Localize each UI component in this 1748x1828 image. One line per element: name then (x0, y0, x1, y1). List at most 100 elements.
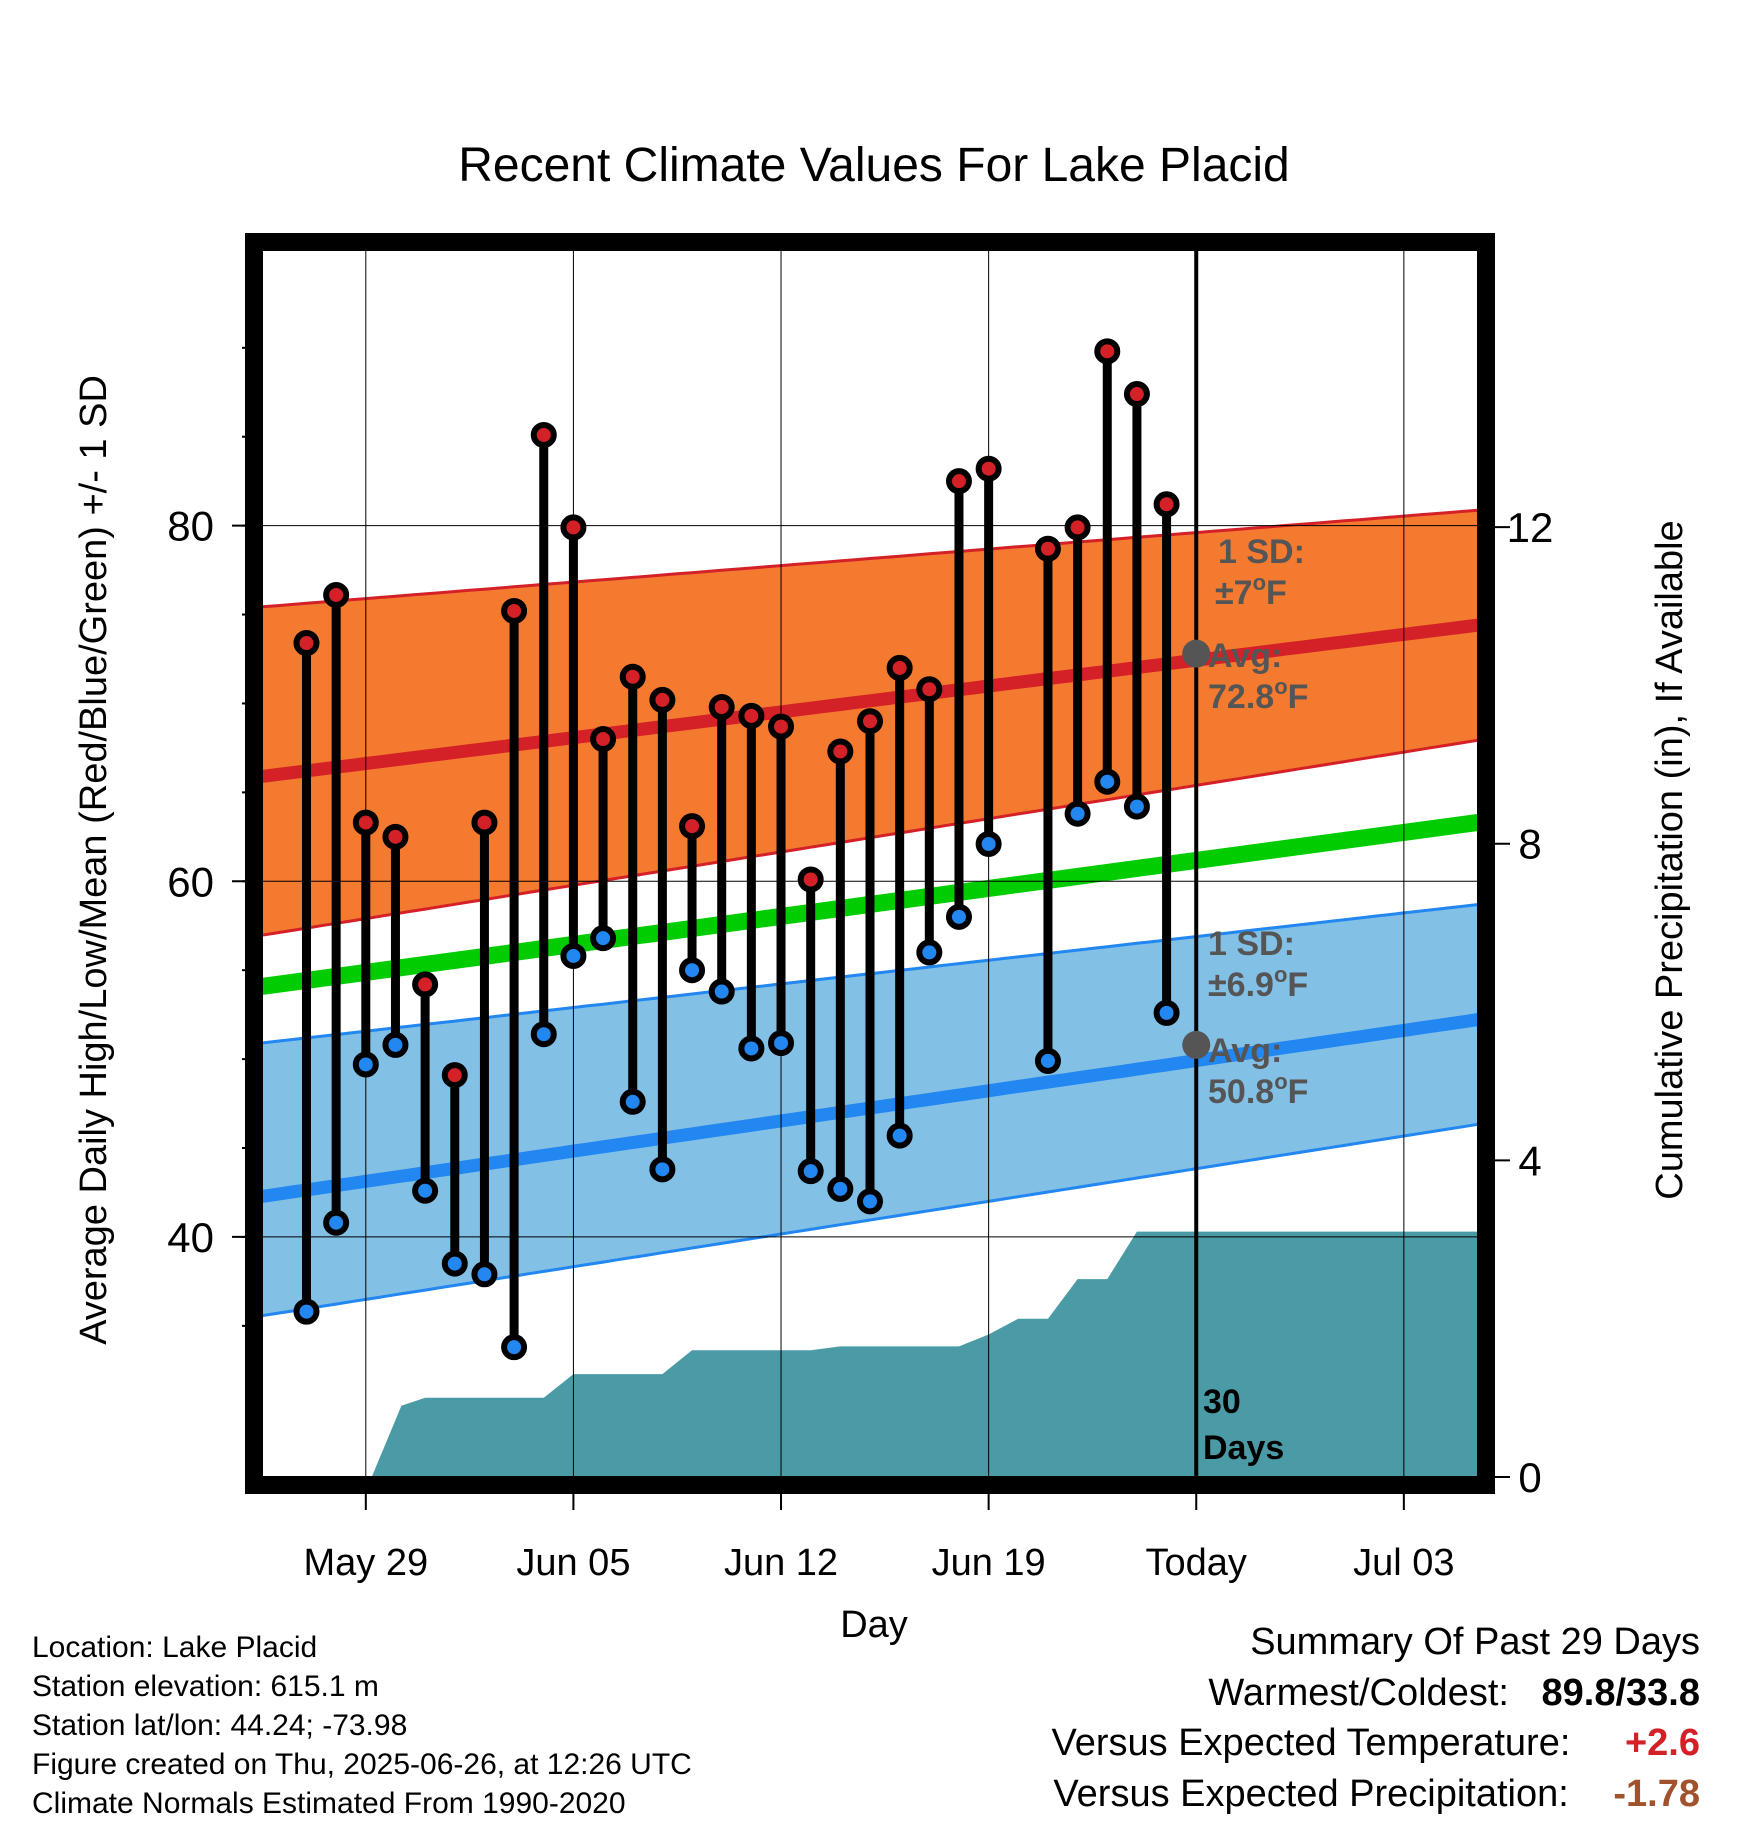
daily-high-point (412, 971, 439, 998)
high-avg-label: Avg: (1208, 637, 1282, 675)
daily-low-point (708, 978, 735, 1005)
today-avg-low-marker (1182, 1030, 1211, 1059)
low-avg-value: 50.8oF (1208, 1069, 1308, 1111)
today-days-word: Days (1203, 1429, 1284, 1467)
precip-label: Versus Expected Precipitation: (1053, 1773, 1569, 1815)
daily-low-point (323, 1209, 350, 1236)
summary-heading: Summary Of Past 29 Days (1250, 1621, 1700, 1663)
daily-high-point (1034, 535, 1061, 562)
daily-low-point (352, 1051, 379, 1078)
daily-low-point (1123, 793, 1150, 820)
y2-tick-label: 4 (1518, 1137, 1541, 1184)
daily-low-point (1094, 768, 1121, 795)
daily-high-point (679, 813, 706, 840)
low-sd-value: ±6.9oF (1208, 962, 1308, 1004)
daily-high-point (590, 726, 617, 753)
precip-area (371, 1231, 1479, 1477)
high-sd-value: ±7oF (1215, 570, 1287, 612)
station-latlon: Station lat/lon: 44.24; -73.98 (32, 1709, 408, 1742)
daily-high-point (1094, 338, 1121, 365)
daily-low-point (916, 939, 943, 966)
daily-high-point (1123, 381, 1150, 408)
daily-low-point (1034, 1047, 1061, 1074)
daily-high-point (293, 629, 320, 656)
daily-high-point (501, 597, 528, 624)
daily-high-point (857, 708, 883, 735)
daily-low-point (1064, 800, 1091, 827)
high-sd-band-upper-edge (261, 508, 1479, 609)
avg-high-line (261, 618, 1479, 783)
temp-value: +2.6 (1624, 1722, 1700, 1764)
station-elevation: Station elevation: 615.1 m (32, 1670, 379, 1703)
daily-high-point (560, 514, 587, 541)
y2-tick-label: 8 (1518, 821, 1541, 868)
plot-frame (245, 233, 1495, 1494)
daily-low-point (886, 1122, 913, 1149)
y-tick-label: 40 (167, 1214, 214, 1261)
low-sd-band-lower-edge (261, 1122, 1479, 1318)
figure-created: Figure created on Thu, 2025-06-26, at 12… (32, 1748, 692, 1781)
daily-low-point (530, 1021, 557, 1048)
daily-low-point (797, 1158, 824, 1185)
daily-high-point (827, 738, 854, 765)
daily-high-point (352, 809, 379, 836)
daily-high-point (649, 686, 676, 713)
daily-low-point (738, 1035, 765, 1062)
warm-cold-label: Warmest/Coldest: (1208, 1672, 1509, 1714)
warm-cold-value: 89.8/33.8 (1541, 1672, 1700, 1714)
daily-low-point (560, 942, 587, 969)
daily-low-point (649, 1156, 676, 1183)
daily-low-point (827, 1175, 854, 1202)
high-sd-label: 1 SD: (1218, 533, 1305, 571)
daily-high-point (708, 694, 735, 721)
temp-label: Versus Expected Temperature: (1051, 1722, 1571, 1764)
daily-high-point (797, 866, 824, 893)
daily-low-point (1153, 999, 1180, 1026)
daily-high-point (1153, 491, 1180, 518)
daily-low-point (619, 1088, 646, 1115)
summary-temp: Versus Expected Temperature: +2.6 (1051, 1722, 1700, 1765)
daily-low-point (857, 1188, 883, 1215)
y-axis-label: Average Daily High/Low/Mean (Red/Blue/Gr… (73, 375, 115, 1345)
precip-value: -1.78 (1613, 1773, 1700, 1815)
daily-high-point (886, 654, 913, 681)
summary-precip: Versus Expected Precipitation: -1.78 (1053, 1773, 1700, 1816)
x-tick-label: Jun 19 (932, 1542, 1046, 1584)
daily-high-point (916, 676, 943, 703)
daily-high-point (975, 455, 1002, 482)
daily-high-point (768, 713, 795, 740)
chart-title: Recent Climate Values For Lake Placid (458, 139, 1290, 192)
daily-low-point (501, 1334, 528, 1361)
x-axis-label: Day (840, 1604, 908, 1646)
y-tick-label: 60 (167, 858, 214, 905)
summary-warm-cold: Warmest/Coldest: 89.8/33.8 (1208, 1672, 1700, 1715)
high-avg-value: 72.8oF (1208, 674, 1308, 716)
daily-high-point (323, 581, 350, 608)
daily-low-point (768, 1030, 795, 1057)
daily-low-point (975, 830, 1002, 857)
daily-low-point (679, 957, 706, 984)
today-avg-high-marker (1182, 639, 1211, 668)
y2-tick-label: 0 (1518, 1454, 1541, 1501)
daily-high-point (945, 468, 972, 495)
daily-low-point (293, 1298, 320, 1325)
y2-axis-label: Cumulative Precipitation (in), If Availa… (1649, 520, 1691, 1199)
daily-high-point (1064, 514, 1091, 541)
today-days-number: 30 (1203, 1383, 1241, 1421)
x-tick-label: Today (1146, 1542, 1247, 1584)
daily-low-point (471, 1261, 498, 1288)
daily-high-point (530, 421, 557, 448)
x-tick-label: Jun 12 (724, 1542, 838, 1584)
climate-normals: Climate Normals Estimated From 1990-2020 (32, 1787, 626, 1820)
x-tick-label: Jun 05 (516, 1542, 630, 1584)
low-avg-label: Avg: (1208, 1032, 1282, 1070)
daily-high-point (619, 663, 646, 690)
daily-low-point (945, 903, 972, 930)
daily-high-point (441, 1062, 468, 1089)
x-tick-label: May 29 (303, 1542, 428, 1584)
y2-tick-label: 12 (1507, 504, 1554, 551)
station-location: Location: Lake Placid (32, 1631, 318, 1664)
daily-low-point (590, 925, 617, 952)
daily-high-point (382, 823, 409, 850)
